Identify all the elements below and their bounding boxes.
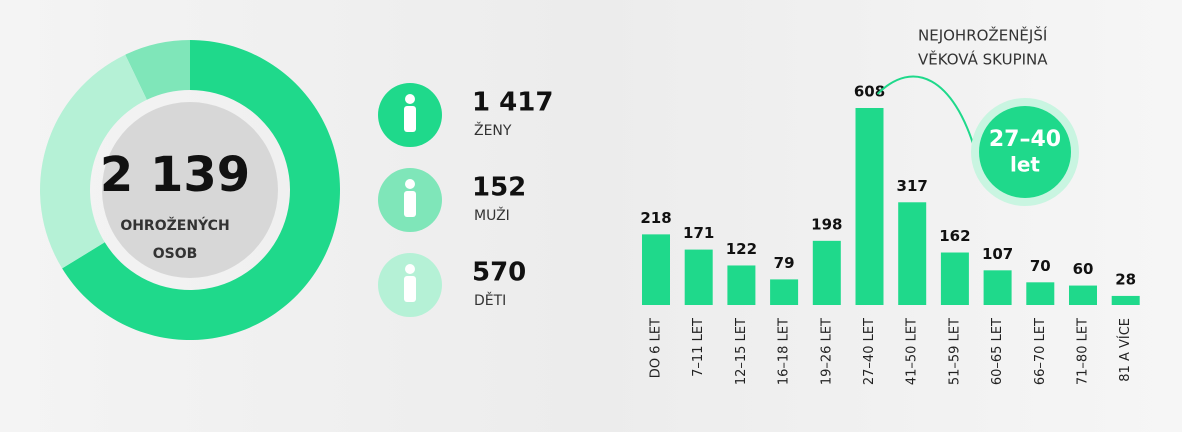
category-label: 51–59 LET: [947, 318, 962, 385]
annotation: VĚKOVÁ SKUPINA: [918, 50, 1048, 69]
bar-value: 60: [1073, 260, 1094, 278]
bar-value: 28: [1115, 270, 1136, 288]
bar: [1069, 285, 1097, 305]
bar: [684, 249, 713, 305]
annotation: NEJOHROŽENĚJŠÍ: [918, 26, 1047, 45]
person-body: [404, 106, 416, 132]
bar-value: 107: [982, 245, 1013, 263]
highlight-badge: [979, 106, 1071, 198]
highlight-text: 27–40: [989, 127, 1061, 152]
legend-value: 1 417: [472, 88, 553, 118]
category-label: 41–50 LET: [905, 318, 920, 385]
bar: [770, 279, 799, 305]
bar-value: 198: [811, 215, 842, 233]
bar: [1026, 282, 1055, 305]
person-head: [405, 179, 415, 189]
person-body: [404, 276, 416, 302]
bar: [855, 108, 884, 305]
donut-total: 2 139: [100, 147, 250, 203]
donut-subtitle: OHROŽENÝCH: [120, 216, 229, 234]
category-label: 71–80 LET: [1076, 318, 1091, 385]
bar-value: 218: [640, 209, 671, 227]
bar-value: 317: [897, 177, 928, 195]
legend-value: 570: [472, 258, 526, 288]
highlight-text: let: [1010, 153, 1040, 177]
legend-value: 152: [472, 173, 526, 203]
donut-segment: [62, 40, 341, 340]
bar-value: 79: [774, 254, 795, 272]
category-label: DO 6 LET: [649, 318, 664, 378]
legend-label: ŽENY: [474, 121, 512, 139]
category-label: 66–70 LET: [1033, 318, 1048, 385]
donut-segment: [125, 40, 190, 100]
connector: [876, 75, 976, 151]
bar: [812, 240, 841, 305]
legend-label: MUŽI: [474, 206, 510, 224]
bar: [983, 270, 1012, 305]
bar: [940, 252, 969, 305]
category-label: 27–40 LET: [862, 318, 877, 385]
bar: [898, 202, 927, 305]
bar-value: 162: [939, 227, 970, 245]
donut-subtitle: OSOB: [153, 246, 198, 262]
category-label: 60–65 LET: [990, 318, 1005, 385]
bar: [642, 234, 670, 305]
category-label: 7–11 LET: [691, 318, 706, 377]
person-body: [404, 191, 416, 217]
person-head: [405, 94, 415, 104]
donut-segment: [40, 54, 147, 269]
category-label: 12–15 LET: [734, 318, 749, 385]
donut-hole: [102, 102, 278, 278]
bar: [1111, 295, 1140, 305]
category-label: 19–26 LET: [819, 318, 834, 385]
person-head: [405, 264, 415, 274]
bar-value: 122: [726, 240, 757, 258]
bar: [727, 265, 756, 305]
bar-value: 608: [854, 83, 885, 101]
category-label: 81 A VÍCE: [1117, 318, 1133, 382]
legend-label: DĚTI: [474, 292, 506, 309]
bar-value: 70: [1030, 257, 1051, 275]
category-label: 16–18 LET: [777, 318, 792, 385]
bar-value: 171: [683, 224, 714, 242]
